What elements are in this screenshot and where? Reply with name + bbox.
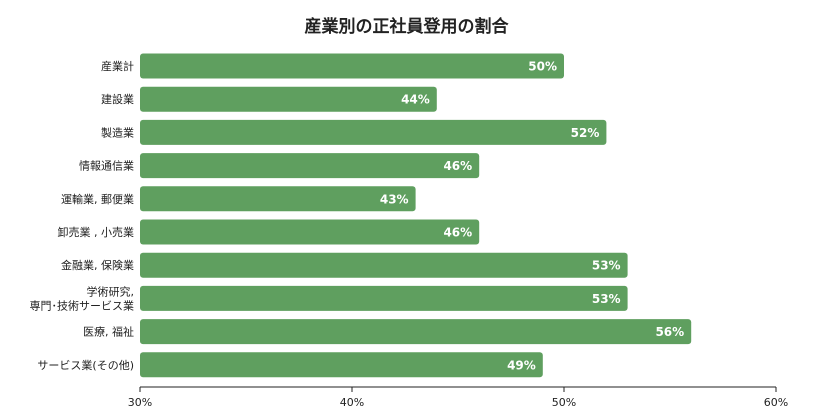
bar [140, 186, 416, 212]
category-label: 専門･技術サービス業 [30, 299, 135, 312]
bar [140, 119, 607, 145]
bar [140, 219, 480, 245]
bar [140, 319, 692, 345]
x-tick-label: 50% [552, 396, 576, 409]
bar-value-label: 50% [528, 60, 557, 74]
bar-value-label: 44% [401, 93, 430, 107]
chart-title: 産業別の正社員登用の割合 [304, 17, 509, 37]
bar [140, 153, 480, 179]
x-tick-label: 30% [128, 396, 152, 409]
category-label: 学術研究, [87, 284, 135, 298]
bar-value-label: 49% [507, 358, 536, 372]
bar-value-label: 52% [571, 126, 600, 140]
category-label: 産業計 [101, 59, 134, 73]
category-label: 金融業, 保険業 [61, 258, 134, 272]
x-tick-label: 40% [340, 396, 364, 409]
bar-value-label: 46% [443, 159, 472, 173]
bar-value-label: 53% [592, 292, 621, 306]
bar-value-label: 46% [443, 226, 472, 240]
bar [140, 252, 628, 278]
bar-value-label: 53% [592, 259, 621, 273]
bar [140, 285, 628, 311]
bar-value-label: 56% [655, 325, 684, 339]
bar [140, 53, 564, 79]
bar-value-label: 43% [380, 192, 409, 206]
x-tick-label: 60% [764, 396, 788, 409]
category-label: サービス業(その他) [37, 359, 134, 372]
category-label: 運輸業, 郵便業 [61, 192, 134, 206]
category-label: 情報通信業 [79, 160, 134, 173]
bar [140, 86, 437, 112]
category-label: 卸売業 , 小売業 [58, 225, 135, 239]
bar [140, 352, 543, 378]
category-label: 建設業 [101, 92, 134, 106]
category-label: 製造業 [101, 125, 134, 139]
category-label: 医療, 福祉 [83, 325, 134, 339]
